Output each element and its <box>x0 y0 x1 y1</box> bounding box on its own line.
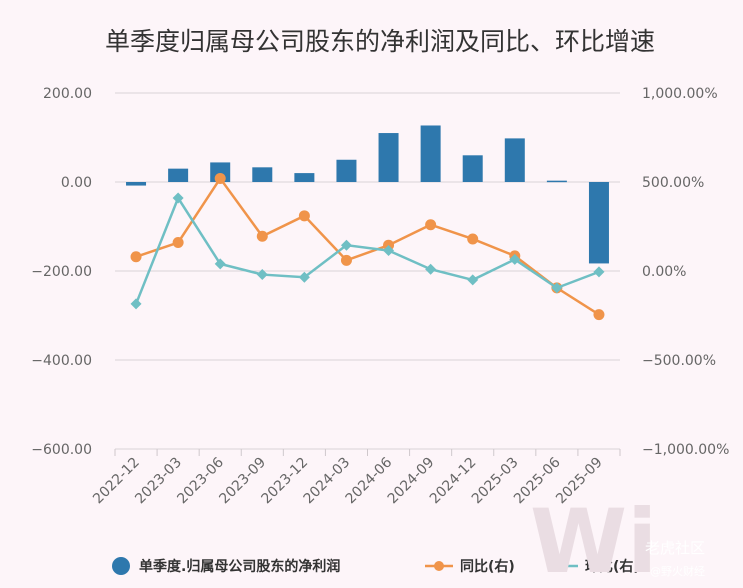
qoq-point <box>130 298 142 310</box>
y-right-tick-label: −1,000.00% <box>642 442 729 458</box>
bar <box>420 125 441 182</box>
chart-title: 单季度归属母公司股东的净利润及同比、环比增速 <box>105 27 655 56</box>
qoq-point <box>383 245 395 257</box>
legend-qoq-label: 环比(右) <box>585 558 640 575</box>
bar <box>504 138 525 182</box>
qoq-point <box>340 239 352 251</box>
qoq-point <box>425 263 437 275</box>
watermark-brand: 老虎社区 <box>645 539 705 557</box>
watermark-source: @野火财经 <box>650 564 705 578</box>
yoy-point <box>340 254 352 266</box>
legend-qoq-marker <box>559 561 569 571</box>
y-right-tick-label: 1,000.00% <box>642 86 718 102</box>
yoy-point <box>593 309 605 321</box>
qoq-point <box>172 192 184 204</box>
qoq-point <box>509 253 521 265</box>
y-left-tick-label: −400.00 <box>31 353 92 369</box>
y-right-tick-label: 500.00% <box>642 175 704 191</box>
yoy-point <box>130 251 142 263</box>
legend-yoy-marker <box>434 561 444 571</box>
legend-yoy-label: 同比(右) <box>460 558 515 575</box>
bar <box>546 180 567 183</box>
bar <box>126 182 147 186</box>
bar <box>168 168 189 182</box>
bar <box>588 182 609 264</box>
bar <box>462 155 483 182</box>
qoq-point <box>467 274 479 286</box>
yoy-point <box>214 172 226 184</box>
y-left-tick-label: −600.00 <box>31 442 92 458</box>
y-right-tick-label: 0.00% <box>642 264 686 280</box>
yoy-line <box>135 176 600 316</box>
y-right-tick-label: −500.00% <box>642 353 716 369</box>
qoq-point <box>298 271 310 283</box>
y-left-tick-label: −200.00 <box>31 264 92 280</box>
legend-bar-swatch <box>112 557 130 575</box>
bar <box>336 159 357 182</box>
yoy-point <box>172 237 184 249</box>
qoq-point <box>214 258 226 270</box>
yoy-point <box>425 219 437 231</box>
legend-bar-label: 单季度.归属母公司股东的净利润 <box>139 558 340 575</box>
watermark-letters: Wi <box>530 490 657 588</box>
qoq-point <box>256 269 268 281</box>
yoy-point <box>467 233 479 245</box>
bar <box>294 173 315 182</box>
bar <box>252 167 273 182</box>
qoq-point <box>551 282 563 294</box>
qoq-line <box>134 195 600 305</box>
yoy-point <box>256 230 268 242</box>
yoy-point <box>298 210 310 222</box>
y-left-tick-label: 0.00 <box>61 175 92 191</box>
qoq-point <box>593 266 605 278</box>
y-left-tick-label: 200.00 <box>43 86 92 102</box>
bar <box>378 133 399 182</box>
